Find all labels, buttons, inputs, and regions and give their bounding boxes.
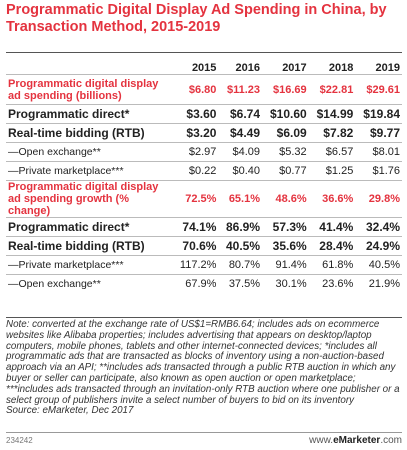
header-row: 2015 2016 2017 2018 2019: [6, 58, 402, 75]
label-header: [6, 58, 172, 75]
table-cell: 24.9%: [355, 236, 402, 256]
column-header: 2015: [191, 62, 217, 74]
table-row: Programmatic digital display ad spending…: [6, 74, 402, 105]
table-cell: 61.8%: [308, 255, 356, 275]
table-row: Programmatic digital display ad spending…: [6, 180, 402, 218]
table-cell: $16.69: [262, 74, 309, 105]
table-cell: $0.40: [218, 161, 263, 181]
table-cell: 86.9%: [218, 217, 263, 237]
notes-block: Note: converted at the exchange rate of …: [6, 317, 402, 417]
table-cell: $1.25: [308, 161, 356, 181]
data-table: 2015 2016 2017 2018 2019 Programmatic di…: [6, 58, 402, 294]
table-cell: 29.8%: [355, 180, 402, 218]
brand-name: eMarketer: [333, 435, 381, 446]
table-cell: 37.5%: [218, 274, 263, 294]
table-cell: $11.23: [218, 74, 263, 105]
brand-logo[interactable]: www.eMarketer.com: [309, 435, 402, 446]
table-cell: $14.99: [308, 104, 356, 124]
table-cell: 70.6%: [172, 236, 219, 256]
table-cell: 23.6%: [308, 274, 356, 294]
column-header: 2018: [328, 62, 354, 74]
row-label: Programmatic digital display ad spending…: [6, 74, 172, 105]
column-header: 2016: [235, 62, 261, 74]
row-label: —Private marketplace***: [6, 255, 172, 275]
table-row: —Open exchange** $2.97 $4.09 $5.32 $6.57 $8.0…: [6, 142, 402, 162]
table-cell: 57.3%: [262, 217, 309, 237]
title-divider: [6, 52, 402, 53]
row-label: Programmatic digital display ad spending…: [6, 180, 172, 218]
table-cell: 40.5%: [218, 236, 263, 256]
chart-title: Programmatic Digital Display Ad Spending…: [6, 2, 387, 35]
table-cell: 28.4%: [308, 236, 356, 256]
table-cell: $6.09: [262, 123, 309, 143]
table-cell: $4.09: [218, 142, 263, 162]
table-cell: $5.32: [262, 142, 309, 162]
footer: 234242 www.eMarketer.com: [6, 432, 402, 447]
chart-id: 234242: [6, 436, 33, 445]
table-cell: 35.6%: [262, 236, 309, 256]
table-cell: $2.97: [172, 142, 219, 162]
table-cell: 36.6%: [308, 180, 356, 218]
table-cell: $8.01: [355, 142, 402, 162]
row-label: —Open exchange**: [6, 142, 172, 162]
row-label: —Open exchange**: [6, 274, 172, 294]
table-row: Programmatic direct* 74.1% 86.9% 57.3% 41.4%…: [6, 217, 402, 237]
table-cell: 48.6%: [262, 180, 309, 218]
table-row: Programmatic direct* $3.60 $6.74 $10.60 $14.…: [6, 104, 402, 124]
table-cell: 65.1%: [218, 180, 263, 218]
table-cell: 40.5%: [355, 255, 402, 275]
column-header: 2019: [375, 62, 400, 74]
table-cell: 74.1%: [172, 217, 219, 237]
table-cell: 21.9%: [355, 274, 402, 294]
table-row: Real-time bidding (RTB) 70.6% 40.5% 35.6% 28…: [6, 236, 402, 256]
source-text: Source: eMarketer, Dec 2017: [6, 405, 134, 417]
table-cell: 67.9%: [172, 274, 219, 294]
row-label: Real-time bidding (RTB): [6, 236, 172, 256]
table-cell: 91.4%: [262, 255, 309, 275]
table-row: —Private marketplace*** 117.2% 80.7% 91.4% 6…: [6, 255, 402, 275]
table-cell: $4.49: [218, 123, 263, 143]
brand-suffix: .com: [380, 435, 402, 446]
table-cell: $0.22: [172, 161, 219, 181]
brand-prefix: www.: [309, 435, 334, 446]
row-label: —Private marketplace***: [6, 161, 172, 181]
table-cell: $6.74: [218, 104, 263, 124]
table-body: Programmatic digital display ad spending…: [6, 74, 402, 294]
row-label: Real-time bidding (RTB): [6, 123, 172, 143]
table-cell: 30.1%: [262, 274, 309, 294]
table-cell: $10.60: [262, 104, 309, 124]
table-cell: $6.80: [172, 74, 219, 105]
row-label: Programmatic direct*: [6, 104, 172, 124]
table-cell: 72.5%: [172, 180, 219, 218]
table-row: —Private marketplace*** $0.22 $0.40 $0.77 $1…: [6, 161, 402, 181]
row-label: Programmatic direct*: [6, 217, 172, 237]
table-cell: 41.4%: [308, 217, 356, 237]
table-cell: $7.82: [308, 123, 356, 143]
table-cell: $3.20: [172, 123, 219, 143]
table-cell: $0.77: [262, 161, 309, 181]
column-header: 2017: [282, 62, 307, 74]
table-cell: $22.81: [308, 74, 356, 105]
table-row: Real-time bidding (RTB) $3.20 $4.49 $6.09 $7…: [6, 123, 402, 143]
table-cell: 80.7%: [218, 255, 263, 275]
table-cell: 117.2%: [172, 255, 219, 275]
table-cell: $6.57: [308, 142, 356, 162]
table-cell: $3.60: [172, 104, 219, 124]
table-cell: $9.77: [355, 123, 402, 143]
footnote-text: Note: converted at the exchange rate of …: [6, 319, 400, 406]
table-cell: 32.4%: [355, 217, 402, 237]
table-cell: $19.84: [355, 104, 402, 124]
table-row: —Open exchange** 67.9% 37.5% 30.1% 23.6% 21.9…: [6, 274, 402, 294]
table-cell: $1.76: [355, 161, 402, 181]
table-cell: $29.61: [355, 74, 402, 105]
